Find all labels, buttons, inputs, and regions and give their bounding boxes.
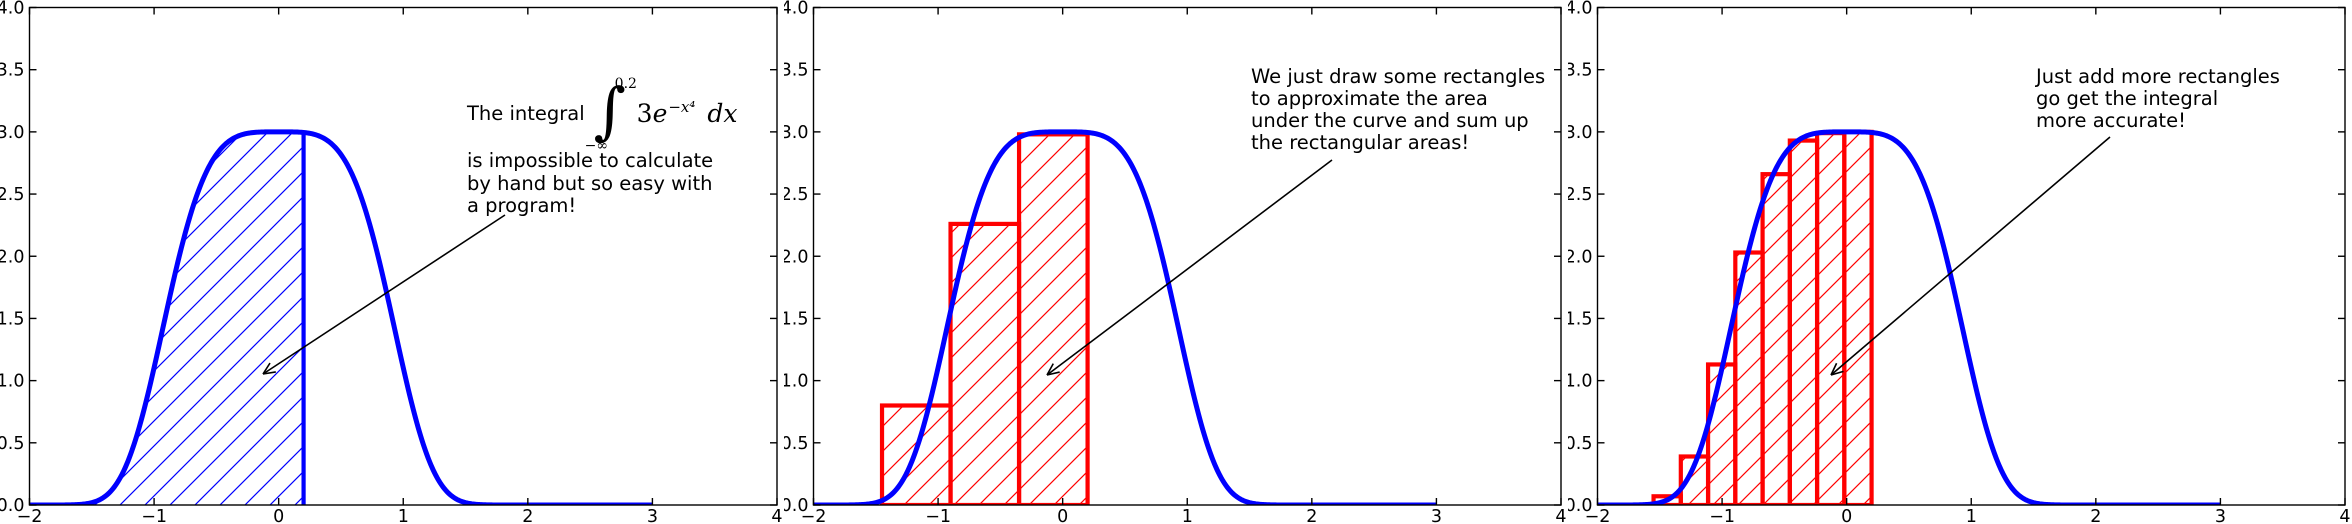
x-tick-label: −1	[1709, 507, 1735, 524]
rectangles	[879, 132, 1090, 505]
y-tick-label: 0.5	[1568, 434, 1593, 454]
annotation-line: under the curve and sum up	[1251, 109, 1529, 132]
y-tick-label: 0.5	[0, 434, 25, 454]
annotation-left: The integral ∫ 0.2 −∞ 3e−x⁴ dx is impossi…	[467, 74, 738, 218]
annotation-line: a program!	[467, 194, 577, 217]
integral-formula: ∫ 0.2 −∞ 3e−x⁴ dx	[585, 74, 738, 154]
y-tick-label: 0.5	[784, 434, 809, 454]
y-tick-label: 3.5	[0, 61, 25, 81]
x-tick-label: 3	[1431, 507, 1442, 524]
annotation-right: Just add more rectangles go get the inte…	[2036, 66, 2280, 132]
plot-left: −2 −1 0 1 2 3 4 0.0 0.5 1.0 1.5 2.0 2.5 3.0 3.5 4.0	[0, 0, 783, 524]
y-tick-label: 2.5	[1568, 185, 1593, 205]
rectangle	[1760, 172, 1792, 505]
integral-upper-limit: 0.2	[614, 76, 637, 92]
annotation-arrow	[1830, 136, 2111, 376]
x-tick-label: 2	[1306, 507, 1317, 524]
x-tick-label: 2	[522, 507, 533, 524]
y-tick-label: 2.0	[1568, 247, 1593, 267]
y-tick-label: 3.0	[784, 123, 809, 143]
annotation-arrow	[262, 214, 506, 375]
annotation-line: go get the integral	[2036, 87, 2219, 110]
x-tick-label: 4	[771, 507, 782, 524]
y-tick-label: 0.0	[0, 496, 25, 516]
y-tick-label: 4.0	[0, 0, 25, 19]
annotation-line: We just draw some rectangles	[1251, 65, 1546, 88]
integral-sign: ∫	[593, 74, 626, 147]
annotation-line: the rectangular areas!	[1251, 131, 1470, 154]
rectangle	[1787, 138, 1820, 505]
x-tick-label: −2	[17, 507, 43, 524]
y-tick-label: 3.0	[0, 123, 25, 143]
integral-symbol: ∫ 0.2 −∞	[585, 74, 637, 154]
rectangles	[1651, 129, 1874, 505]
y-tick-label: 2.0	[784, 247, 809, 267]
y-tick-label: 3.0	[1568, 123, 1593, 143]
y-tick-label: 1.0	[0, 372, 25, 392]
rectangle	[1016, 132, 1090, 505]
axes-frame	[28, 6, 778, 506]
annotation-arrow	[1046, 159, 1333, 376]
x-tick-label: 0	[1057, 507, 1068, 524]
x-tick-label: 4	[1555, 507, 1566, 524]
y-tick-label: 1.0	[1568, 372, 1593, 392]
y-tick-label: 2.0	[0, 247, 25, 267]
tick-labels: −2 −1 0 1 2 3 4 0.0 0.5 1.0 1.5 2.0 2.5 3.0 3.5 4.0	[784, 0, 1567, 524]
curve	[1597, 129, 2221, 505]
integral-lower-limit: −∞	[584, 138, 609, 154]
rectangle	[1814, 131, 1847, 505]
panel-right: −2 −1 0 1 2 3 4 0.0 0.5 1.0 1.5 2.0 2.5 3.0 3.5 4.0 Jus…	[1568, 0, 2352, 524]
x-tick-label: 3	[2215, 507, 2226, 524]
x-tick-label: 4	[2339, 507, 2350, 524]
axes-frame	[812, 6, 1562, 506]
panel-middle: −2 −1 0 1 2 3 4 0.0 0.5 1.0 1.5 2.0 2.5 3.0 3.5 4.0 We …	[784, 0, 1568, 524]
x-tick-label: 0	[1841, 507, 1852, 524]
y-tick-label: 1.5	[1568, 309, 1593, 329]
y-tick-label: 0.0	[1568, 496, 1593, 516]
x-tick-label: −2	[801, 507, 827, 524]
y-tick-label: 0.0	[784, 496, 809, 516]
y-tick-label: 4.0	[1568, 0, 1593, 19]
data-layer	[1597, 129, 2221, 505]
x-tick-label: 3	[647, 507, 658, 524]
integrand: 3e−x⁴ dx	[636, 98, 738, 128]
annotation-formula-line: The integral ∫ 0.2 −∞ 3e−x⁴ dx	[467, 74, 738, 154]
tick-labels: −2 −1 0 1 2 3 4 0.0 0.5 1.0 1.5 2.0 2.5 3.0 3.5 4.0	[1568, 0, 2351, 524]
y-tick-label: 1.5	[0, 309, 25, 329]
rectangle	[1842, 129, 1874, 505]
annotation-line: by hand but so easy with	[467, 171, 713, 195]
y-tick-label: 2.5	[0, 185, 25, 205]
x-tick-label: 1	[1966, 507, 1977, 524]
x-tick-label: −1	[141, 507, 167, 524]
y-tick-label: 3.5	[1568, 61, 1593, 81]
x-tick-label: 2	[2090, 507, 2101, 524]
y-tick-label: 2.5	[784, 185, 809, 205]
data-layer	[813, 129, 1437, 505]
annotation-line: more accurate!	[2036, 109, 2186, 132]
annotation-line: is impossible to calculate	[467, 149, 714, 172]
axes-frame	[1596, 6, 2346, 506]
curve	[29, 129, 653, 505]
x-tick-label: −2	[1585, 507, 1611, 524]
x-tick-label: 0	[273, 507, 284, 524]
x-tick-label: −1	[925, 507, 951, 524]
y-tick-label: 4.0	[784, 0, 809, 19]
data-layer	[29, 129, 653, 505]
rectangle	[1705, 362, 1738, 505]
x-tick-label: 1	[1182, 507, 1193, 524]
annotation-line: to approximate the area	[1251, 87, 1488, 110]
annotation-line: Just add more rectangles	[2036, 65, 2280, 88]
y-tick-label: 3.5	[784, 61, 809, 81]
tick-labels: −2 −1 0 1 2 3 4 0.0 0.5 1.0 1.5 2.0 2.5 3.0 3.5 4.0	[0, 0, 783, 524]
y-tick-label: 1.0	[784, 372, 809, 392]
annotation-prefix: The integral	[467, 102, 585, 125]
plot-right: −2 −1 0 1 2 3 4 0.0 0.5 1.0 1.5 2.0 2.5 3.0 3.5 4.0	[1568, 0, 2351, 524]
plot-middle: −2 −1 0 1 2 3 4 0.0 0.5 1.0 1.5 2.0 2.5 3.0 3.5 4.0	[784, 0, 1567, 524]
panel-left: −2 −1 0 1 2 3 4 0.0 0.5 1.0 1.5 2.0 2.5 3.0 3.5 4.0 The…	[0, 0, 784, 524]
annotation-middle: We just draw some rectangles to approxim…	[1251, 66, 1545, 154]
y-tick-label: 1.5	[784, 309, 809, 329]
curve	[813, 129, 1437, 505]
x-tick-label: 1	[398, 507, 409, 524]
